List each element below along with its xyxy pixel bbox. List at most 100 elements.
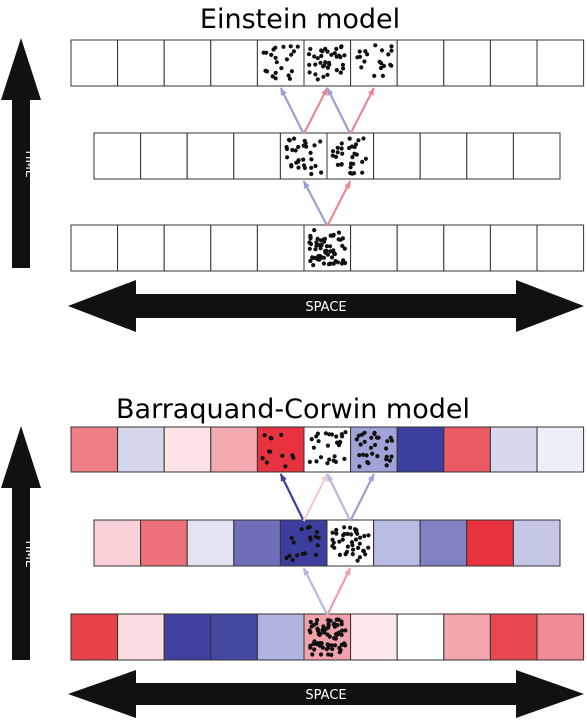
lattice-cell: [233, 132, 281, 180]
particle-dot: [340, 537, 345, 542]
particle-cloud: [307, 228, 348, 268]
particle-dot: [268, 449, 273, 454]
particle-dot: [315, 56, 320, 61]
particle-dot: [318, 60, 323, 65]
particle-dot: [311, 445, 316, 450]
particle-dot: [319, 170, 324, 175]
particle-dot: [289, 536, 294, 541]
lattice-cell: [443, 39, 491, 87]
particle-dot: [340, 243, 345, 248]
particle-dot: [295, 44, 300, 49]
particle-dot: [343, 430, 348, 435]
hop-arrow: [279, 473, 305, 522]
einstein-panel: Einstein model TIME SPACE: [1, 4, 585, 332]
particle-dot: [338, 55, 343, 60]
particle-cloud: [307, 617, 348, 658]
particle-dot: [327, 62, 332, 67]
particle-dot: [308, 630, 313, 635]
particle-dot: [296, 165, 301, 170]
particle-dot: [335, 440, 340, 445]
particle-dot: [318, 652, 324, 657]
particle-dot: [274, 60, 279, 65]
particle-dot: [318, 455, 324, 460]
lattice-cell: [93, 519, 142, 567]
particle-dot: [328, 618, 333, 623]
particle-dot: [340, 151, 345, 156]
particle-dot: [336, 630, 341, 635]
particle-dot: [325, 632, 330, 637]
particle-dot: [315, 618, 320, 623]
particle-dot: [287, 76, 292, 81]
particle-dot: [336, 230, 342, 235]
lattice-cell: [489, 613, 538, 661]
lattice-cell: [536, 426, 585, 473]
particle-dot: [309, 171, 314, 177]
particle-dot: [323, 431, 328, 436]
lattice-cell: [373, 519, 421, 567]
lattice-cell: [163, 613, 212, 661]
space-arrow-shape: [68, 670, 584, 718]
hop-arrow: [302, 473, 329, 522]
particle-dot: [318, 246, 323, 251]
lattice-cell: [93, 132, 142, 180]
particle-dot: [380, 73, 385, 78]
hop-arrow: [302, 180, 329, 227]
particle-dot: [331, 233, 336, 238]
particle-dot: [324, 248, 329, 253]
particle-dot: [331, 261, 336, 266]
particle-dot: [369, 435, 374, 440]
lattice-cell: [350, 224, 398, 272]
particle-dot: [303, 141, 308, 146]
particle-dot: [361, 136, 366, 141]
lattice-cell: [536, 613, 585, 661]
space-arrow: SPACE: [68, 670, 584, 718]
particle-dot: [326, 262, 331, 267]
particle-dot: [342, 246, 347, 251]
particle-dot: [326, 652, 331, 657]
particle-dot: [325, 72, 330, 77]
particle-dot: [341, 258, 346, 263]
particle-dot: [356, 545, 361, 551]
particle-dot: [326, 623, 331, 628]
lattice-cell: [443, 613, 491, 661]
particle-dot: [333, 636, 338, 641]
cell-rows: [70, 39, 585, 272]
hop-arrow: [279, 87, 305, 135]
particle-dot: [342, 456, 347, 461]
particle-dot: [327, 432, 332, 437]
particle-dot: [316, 242, 321, 248]
particle-dot: [334, 68, 339, 73]
particle-dot: [317, 253, 322, 259]
particle-dot: [342, 525, 347, 530]
lattice-cell: [512, 132, 561, 180]
particle-dot: [337, 539, 342, 544]
space-arrow: SPACE: [68, 280, 584, 332]
particle-dot: [280, 453, 285, 458]
time-label: TIME: [23, 148, 37, 178]
hop-arrow: [326, 567, 352, 616]
particle-dot: [315, 77, 320, 82]
particle-dot: [338, 647, 343, 653]
particle-dot: [327, 457, 332, 462]
lattice-cell: [186, 519, 235, 567]
cell-row: [93, 519, 561, 567]
particle-dot: [290, 147, 295, 153]
particle-dot: [260, 456, 265, 461]
lattice-cell: [350, 613, 398, 661]
particle-dot: [269, 52, 274, 58]
particle-dot: [342, 53, 347, 58]
particle-cloud: [284, 136, 324, 177]
particle-dot: [320, 49, 325, 54]
particle-dot: [325, 443, 330, 448]
particle-dot: [283, 464, 288, 469]
particle-dot: [372, 73, 377, 78]
particle-dot: [307, 459, 312, 464]
panel-title: Barraquand-Corwin model: [116, 394, 470, 425]
particle-dot: [339, 162, 344, 167]
particle-dot: [347, 136, 352, 141]
particle-dot: [385, 439, 390, 444]
lattice-cell: [70, 39, 119, 87]
particle-dot: [381, 63, 387, 69]
particle-dot: [339, 432, 344, 437]
